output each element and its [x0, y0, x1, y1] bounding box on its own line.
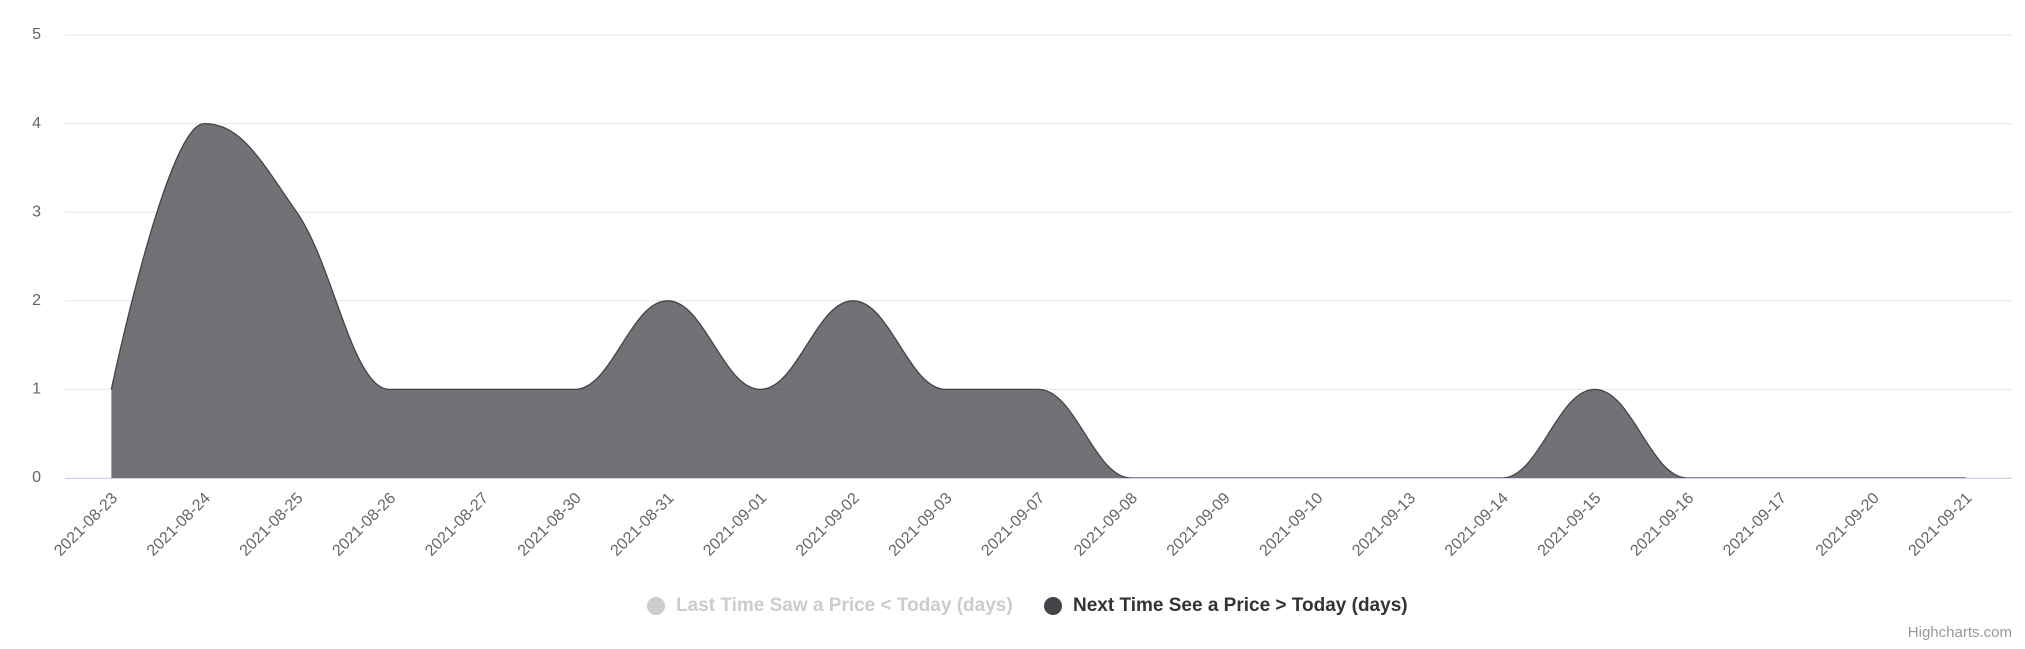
y-tick-label: 1: [32, 381, 41, 398]
x-tick-label: 2021-09-01: [700, 490, 770, 560]
x-tick-label: 2021-08-24: [144, 490, 214, 560]
credits[interactable]: Highcharts.com: [1908, 624, 2012, 641]
legend-item[interactable]: Last Time Saw a Price < Today (days): [647, 595, 1013, 616]
legend-symbol: [1044, 597, 1062, 615]
legend-label: Next Time See a Price > Today (days): [1073, 595, 1408, 616]
legend-item[interactable]: Next Time See a Price > Today (days): [1044, 595, 1408, 616]
x-tick-label: 2021-09-07: [978, 490, 1048, 560]
y-tick-label: 5: [32, 26, 41, 43]
x-tick-label: 2021-08-31: [608, 490, 678, 560]
x-tick-label: 2021-08-25: [237, 490, 307, 560]
x-tick-label: 2021-09-15: [1535, 490, 1605, 560]
x-tick-label: 2021-08-27: [422, 490, 492, 560]
x-tick-label: 2021-08-23: [51, 490, 121, 560]
x-tick-label: 2021-09-09: [1164, 490, 1234, 560]
x-tick-label: 2021-09-03: [886, 490, 956, 560]
y-tick-label: 2: [32, 292, 41, 309]
x-tick-label: 2021-09-02: [793, 490, 863, 560]
x-tick-label: 2021-08-26: [329, 490, 399, 560]
x-tick-label: 2021-09-10: [1257, 490, 1327, 560]
legend-symbol: [647, 597, 665, 615]
legend-label: Last Time Saw a Price < Today (days): [676, 595, 1013, 616]
y-tick-label: 3: [32, 203, 41, 220]
x-tick-label: 2021-09-17: [1720, 490, 1790, 560]
x-tick-label: 2021-09-13: [1349, 490, 1419, 560]
x-tick-label: 2021-09-14: [1442, 490, 1512, 560]
x-tick-label: 2021-09-20: [1813, 490, 1883, 560]
y-tick-label: 0: [32, 469, 41, 486]
x-tick-label: 2021-09-16: [1627, 490, 1697, 560]
x-tick-label: 2021-08-30: [515, 490, 585, 560]
x-tick-label: 2021-09-08: [1071, 490, 1141, 560]
line: [110, 122, 1966, 479]
x-tick-label: 2021-09-21: [1906, 490, 1976, 560]
y-tick-label: 4: [32, 115, 41, 132]
